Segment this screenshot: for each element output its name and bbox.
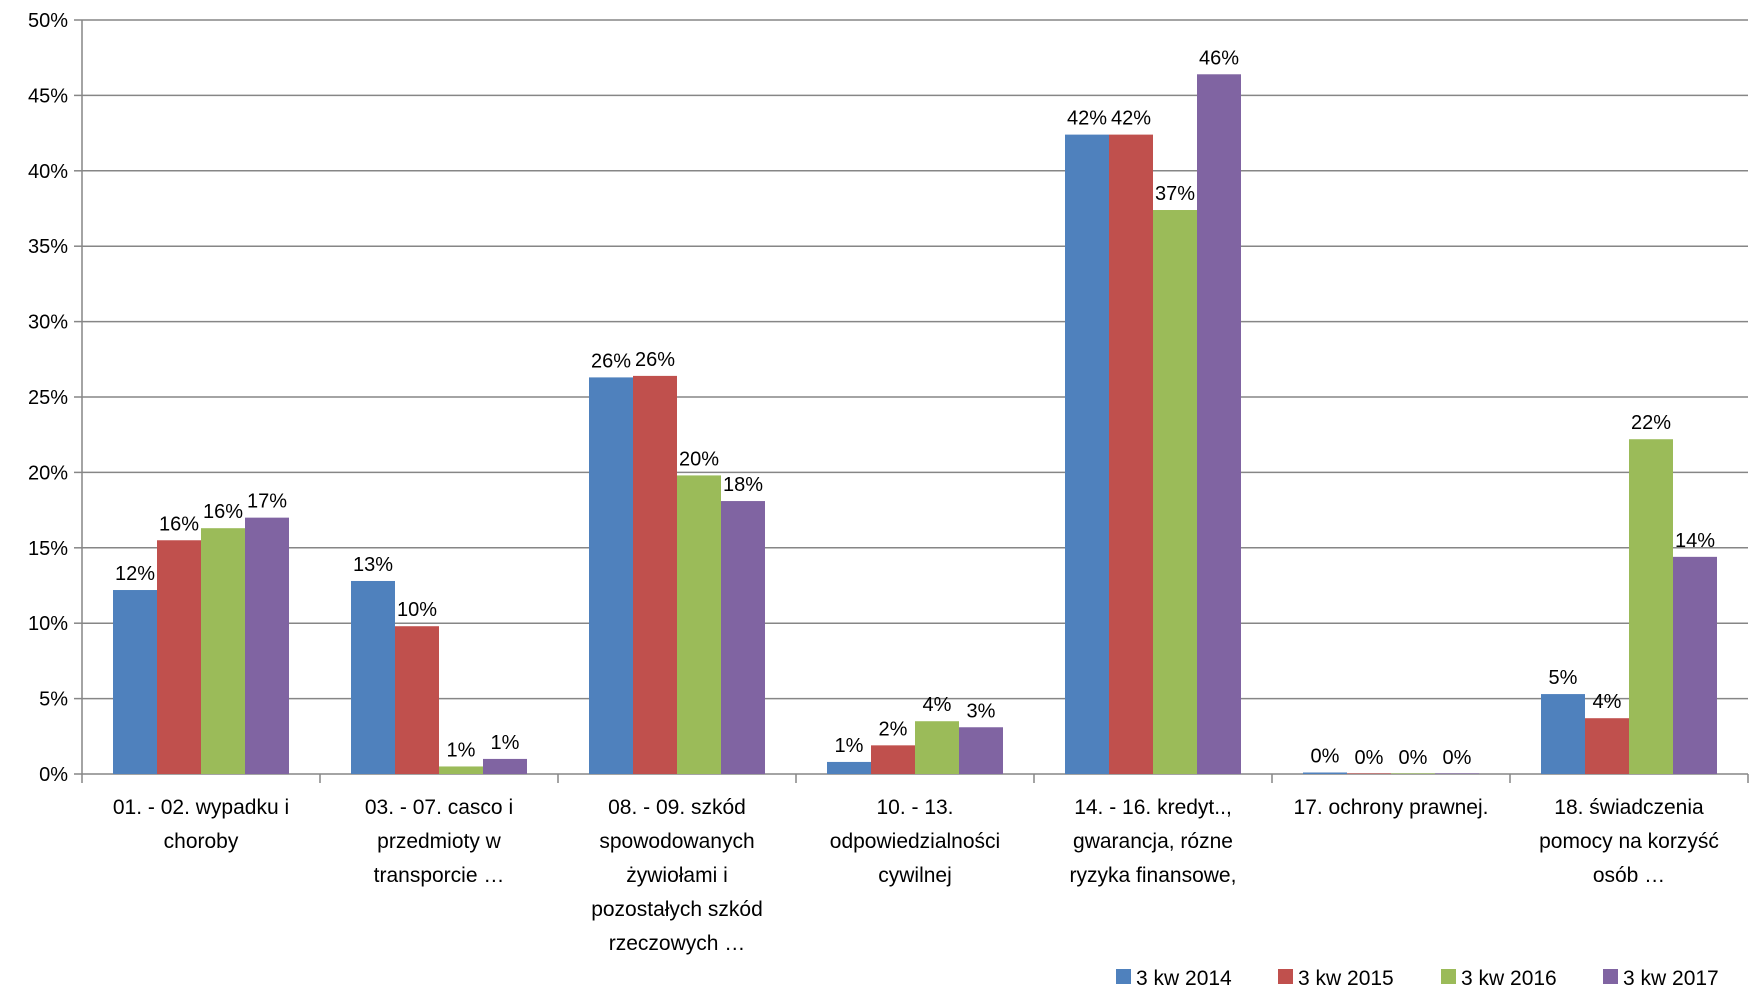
data-label: 42%	[1111, 108, 1151, 130]
legend-swatch	[1603, 969, 1618, 984]
data-label: 3%	[967, 700, 996, 722]
x-category-label: pozostałych szkód	[591, 898, 763, 921]
x-category-label: odpowiedzialności	[830, 830, 1000, 853]
bar	[827, 761, 871, 774]
y-tick-label: 0%	[39, 764, 68, 786]
bar	[677, 475, 721, 774]
bar	[1585, 718, 1629, 774]
data-label: 1%	[491, 732, 520, 754]
bar	[1197, 74, 1241, 774]
x-category-label: osób …	[1593, 864, 1665, 887]
bar	[959, 727, 1003, 774]
data-label: 4%	[923, 694, 952, 716]
data-label: 42%	[1067, 108, 1107, 130]
bar	[1391, 773, 1435, 774]
data-label: 1%	[835, 735, 864, 757]
data-label: 22%	[1631, 412, 1671, 434]
legend-label: 3 kw 2016	[1461, 967, 1557, 990]
y-tick-label: 30%	[28, 312, 68, 334]
y-tick-label: 45%	[28, 85, 68, 107]
y-tick-label: 25%	[28, 387, 68, 409]
bar	[395, 626, 439, 774]
bar	[113, 590, 157, 774]
x-category-label: rzeczowych …	[609, 932, 746, 955]
bar	[201, 528, 245, 774]
x-category-label: cywilnej	[878, 864, 952, 887]
x-category-label: 08. - 09. szkód	[608, 796, 746, 819]
bar	[721, 501, 765, 774]
bar	[351, 580, 395, 774]
data-label: 4%	[1593, 691, 1622, 713]
data-label: 16%	[159, 513, 199, 535]
data-label: 37%	[1155, 183, 1195, 205]
legend-label: 3 kw 2014	[1136, 967, 1232, 990]
data-label: 5%	[1549, 667, 1578, 689]
x-category-label: gwarancja, rózne	[1073, 830, 1233, 853]
legend-swatch	[1278, 969, 1293, 984]
data-label: 13%	[353, 554, 393, 576]
bar	[1347, 773, 1391, 774]
x-category-label: transporcie …	[374, 864, 505, 887]
data-label: 10%	[397, 599, 437, 621]
data-label: 2%	[879, 718, 908, 740]
bar	[589, 377, 633, 774]
bar	[1303, 772, 1347, 774]
data-label: 0%	[1399, 747, 1428, 769]
bar	[1109, 134, 1153, 774]
bar	[1541, 694, 1585, 774]
legend-label: 3 kw 2017	[1623, 967, 1719, 990]
data-label: 26%	[635, 349, 675, 371]
data-label: 20%	[679, 448, 719, 470]
data-label: 0%	[1355, 747, 1384, 769]
x-category-label: pomocy na korzyść	[1539, 830, 1719, 853]
data-label: 17%	[247, 491, 287, 513]
data-label: 16%	[203, 501, 243, 523]
x-category-label: żywiołami i	[626, 864, 728, 887]
x-category-label: 14. - 16. kredyt..,	[1074, 796, 1232, 819]
legend-label: 3 kw 2015	[1298, 967, 1394, 990]
data-label: 18%	[723, 474, 763, 496]
x-category-label: choroby	[164, 830, 239, 853]
data-label: 14%	[1675, 530, 1715, 552]
bar	[1435, 773, 1479, 774]
data-label: 0%	[1443, 747, 1472, 769]
x-category-label: spowodowanych	[599, 830, 754, 853]
bar	[633, 375, 677, 774]
x-category-label: 18. świadczenia	[1554, 796, 1704, 819]
x-category-label: przedmioty w	[377, 830, 502, 853]
bar	[157, 540, 201, 774]
bar	[871, 745, 915, 774]
bar	[245, 517, 289, 774]
bar	[483, 758, 527, 774]
data-label: 0%	[1311, 745, 1340, 767]
x-category-label: 03. - 07. casco i	[365, 796, 513, 819]
x-category-label: 10. - 13.	[876, 796, 953, 819]
y-tick-label: 35%	[28, 236, 68, 258]
bar	[915, 721, 959, 774]
y-tick-label: 15%	[28, 538, 68, 560]
y-tick-label: 10%	[28, 613, 68, 635]
bar	[439, 766, 483, 774]
y-tick-label: 50%	[28, 10, 68, 32]
x-category-label: ryzyka finansowe,	[1070, 864, 1237, 887]
legend-swatch	[1116, 969, 1131, 984]
y-tick-label: 20%	[28, 462, 68, 484]
y-tick-label: 40%	[28, 161, 68, 183]
data-label: 1%	[447, 739, 476, 761]
bar	[1153, 210, 1197, 774]
bar	[1629, 439, 1673, 774]
legend-swatch	[1441, 969, 1456, 984]
data-label: 12%	[115, 563, 155, 585]
x-category-label: 17. ochrony prawnej.	[1294, 796, 1489, 819]
bar	[1673, 556, 1717, 774]
x-category-label: 01. - 02. wypadku i	[113, 796, 289, 819]
y-tick-label: 5%	[39, 689, 68, 711]
data-label: 26%	[591, 350, 631, 372]
data-label: 46%	[1199, 47, 1239, 69]
bar	[1065, 134, 1109, 774]
